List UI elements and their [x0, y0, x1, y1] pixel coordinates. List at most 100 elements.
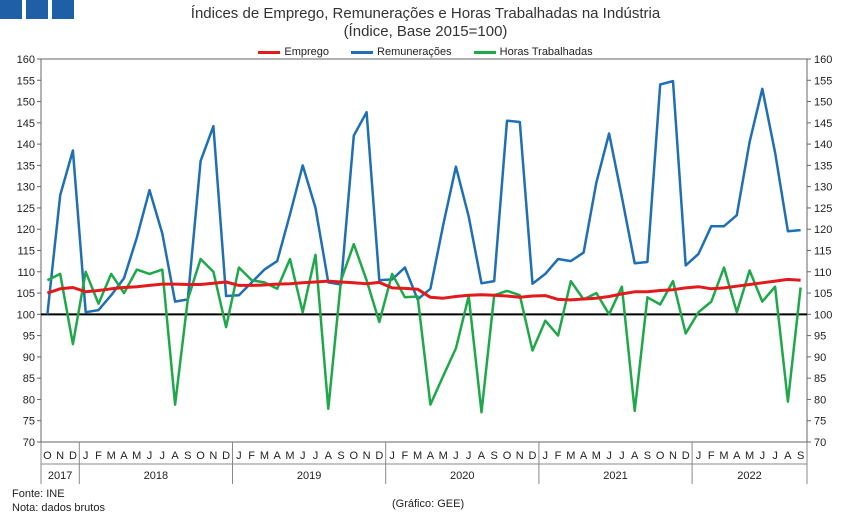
y-tick-label-right: 115 — [814, 246, 832, 258]
x-tick-label: S — [644, 450, 651, 462]
x-tick-label: M — [745, 450, 754, 462]
chart-subtitle: (Índice, Base 2015=100) — [343, 23, 508, 40]
y-tick-label-right: 105 — [814, 288, 832, 300]
logo-square — [26, 0, 48, 19]
x-tick-label: N — [516, 450, 524, 462]
y-tick-label-left: 105 — [17, 288, 35, 300]
year-label: 2019 — [297, 470, 321, 482]
x-tick-label: D — [529, 450, 537, 462]
y-tick-label-right: 75 — [814, 416, 826, 428]
x-tick-label: O — [350, 450, 359, 462]
x-tick-label: J — [313, 450, 319, 462]
year-label: 2021 — [603, 470, 627, 482]
x-tick-label: J — [466, 450, 472, 462]
x-tick-label: O — [196, 450, 205, 462]
x-tick-label: A — [325, 450, 333, 462]
y-tick-label-right: 130 — [814, 182, 832, 194]
x-tick-label: M — [285, 450, 294, 462]
x-tick-label: S — [491, 450, 498, 462]
chart-title: Índices de Emprego, Remunerações e Horas… — [190, 5, 661, 22]
y-tick-label-left: 145 — [17, 118, 35, 130]
y-tick-label-right: 90 — [814, 352, 826, 364]
y-tick-label-left: 75 — [23, 416, 35, 428]
y-tick-label-right: 70 — [814, 437, 826, 449]
x-tick-label: M — [132, 450, 141, 462]
x-tick-label: A — [631, 450, 639, 462]
y-tick-label-left: 150 — [17, 97, 35, 109]
y-tick-label-left: 125 — [17, 203, 35, 215]
y-tick-label-left: 120 — [17, 224, 35, 236]
y-tick-label-left: 90 — [23, 352, 35, 364]
y-tick-label-left: 95 — [23, 331, 35, 343]
x-tick-label: D — [682, 450, 690, 462]
year-label: 2018 — [144, 470, 168, 482]
legend: Emprego Remunerações Horas Trabalhadas — [0, 46, 851, 58]
x-tick-label: M — [592, 450, 601, 462]
x-tick-label: A — [580, 450, 588, 462]
x-tick-label: J — [772, 450, 778, 462]
x-tick-label: J — [606, 450, 612, 462]
source-note: Fonte: INE — [12, 488, 65, 500]
y-tick-label-left: 100 — [17, 309, 35, 321]
y-tick-label-right: 155 — [814, 75, 832, 87]
x-tick-label: J — [160, 450, 166, 462]
x-tick-label: S — [184, 450, 191, 462]
y-tick-label-right: 95 — [814, 331, 826, 343]
legend-label-emprego: Emprego — [284, 46, 330, 58]
x-tick-label: J — [696, 450, 702, 462]
x-tick-label: D — [69, 450, 77, 462]
year-label: 2022 — [737, 470, 761, 482]
y-tick-label-left: 135 — [17, 160, 35, 172]
legend-swatch-horas — [473, 50, 496, 54]
x-tick-label: J — [619, 450, 625, 462]
legend-swatch-emprego — [258, 50, 281, 54]
x-tick-label: M — [566, 450, 575, 462]
y-tick-label-left: 130 — [17, 182, 35, 194]
series-line-horas — [46, 242, 802, 414]
y-tick-label-left: 140 — [17, 139, 35, 151]
x-tick-label: A — [733, 450, 741, 462]
x-tick-label: A — [274, 450, 282, 462]
legend-label-horas: Horas Trabalhadas — [499, 46, 593, 58]
credit-note: (Gráfico: GEE) — [392, 498, 465, 510]
x-tick-label: J — [236, 450, 242, 462]
logo — [0, 0, 78, 20]
x-tick-label: A — [784, 450, 792, 462]
y-tick-label-left: 110 — [17, 267, 35, 279]
x-tick-label: M — [719, 450, 728, 462]
legend-item-remuneracoes: Remunerações — [351, 46, 452, 58]
x-tick-label: F — [708, 450, 715, 462]
y-tick-label-right: 145 — [814, 118, 832, 130]
y-tick-label-right: 120 — [814, 224, 832, 236]
legend-item-emprego: Emprego — [258, 46, 329, 58]
y-tick-label-right: 80 — [814, 394, 826, 406]
y-tick-label-right: 160 — [814, 54, 832, 66]
x-tick-label: M — [413, 450, 422, 462]
year-label: 2020 — [450, 470, 474, 482]
x-tick-label: J — [760, 450, 766, 462]
x-tick-label: J — [453, 450, 459, 462]
x-tick-label: M — [439, 450, 448, 462]
series-line-emprego — [46, 277, 801, 302]
x-tick-label: O — [43, 450, 52, 462]
plot-frame — [40, 58, 808, 443]
data-note: Nota: dados brutos — [12, 502, 105, 514]
y-tick-label-right: 140 — [814, 139, 832, 151]
x-tick-label: A — [478, 450, 486, 462]
x-tick-label: F — [555, 450, 562, 462]
logo-square — [0, 0, 22, 19]
x-tick-label: F — [401, 450, 408, 462]
x-tick-label: F — [248, 450, 255, 462]
x-tick-label: S — [337, 450, 344, 462]
x-tick-label: M — [260, 450, 269, 462]
y-tick-label-left: 70 — [23, 437, 35, 449]
x-tick-label: O — [503, 450, 512, 462]
x-tick-label: M — [107, 450, 116, 462]
logo-square — [52, 0, 74, 19]
year-label: 2017 — [48, 470, 72, 482]
legend-swatch-remuneracoes — [351, 50, 374, 54]
y-tick-label-left: 155 — [17, 75, 35, 87]
x-tick-label: D — [375, 450, 383, 462]
x-tick-label: N — [209, 450, 217, 462]
